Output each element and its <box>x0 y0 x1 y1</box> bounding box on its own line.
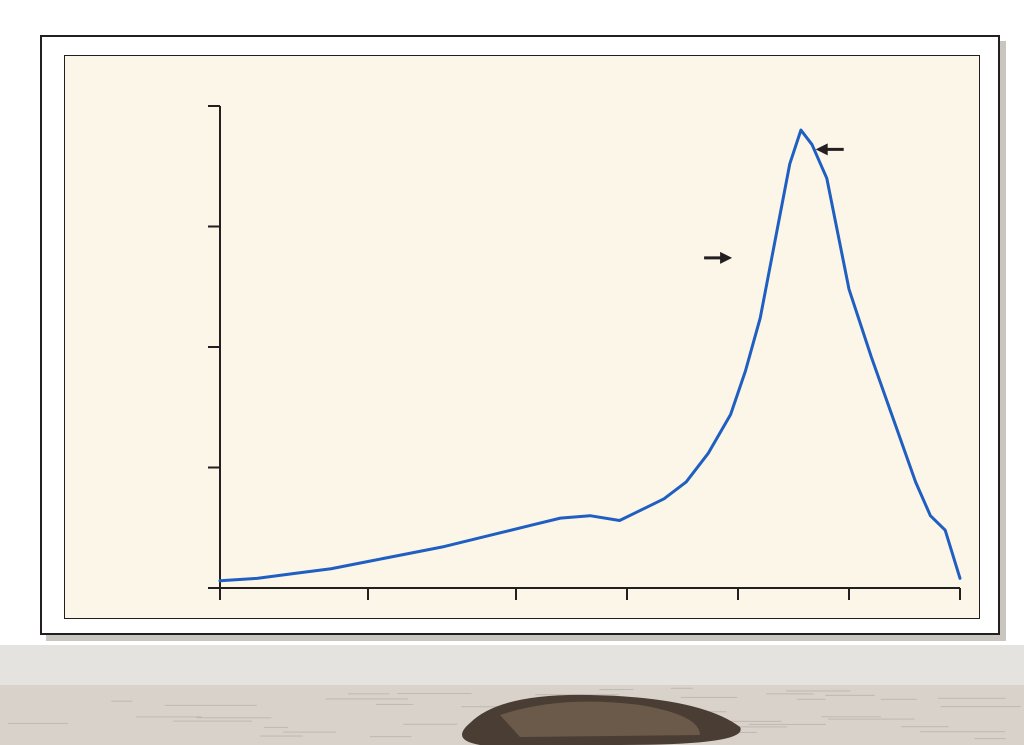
background-photo-strip <box>0 645 1024 745</box>
page-root <box>0 0 1024 745</box>
plot-area <box>220 106 960 588</box>
data-series-line <box>220 130 960 581</box>
chart-outer-frame <box>40 35 1000 635</box>
annotation-arrow-head <box>720 252 732 264</box>
chart-inner-panel <box>64 55 980 619</box>
plot-svg <box>220 106 960 608</box>
